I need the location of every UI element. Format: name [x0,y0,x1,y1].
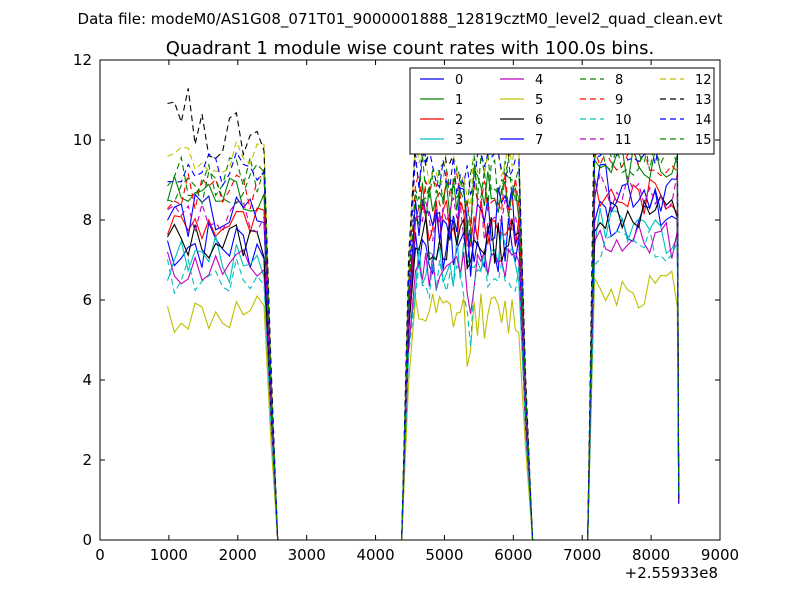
x-tick-label: 0 [95,546,105,564]
x-offset-label: +2.55933e8 [625,564,718,582]
legend-label-12: 12 [695,73,712,88]
y-tick-label: 2 [82,451,92,469]
x-tick-label: 7000 [563,546,601,564]
y-tick-label: 6 [82,291,92,309]
series-line-0 [166,190,680,541]
series-line-11 [167,171,680,541]
series-line-14 [167,126,680,541]
legend-label-13: 13 [695,93,712,108]
data-file-label: Data file: modeM0/AS1G08_071T01_90000018… [78,10,723,29]
x-tick-label: 9000 [701,546,739,564]
series-line-12 [167,112,680,541]
y-tick-label: 10 [73,131,92,149]
legend-box [409,67,715,155]
legend-label-11: 11 [615,133,632,148]
x-tick-label: 1000 [150,546,188,564]
legend-label-0: 0 [455,73,463,88]
legend-label-1: 1 [455,93,463,108]
x-axis: 0 1000 2000 3000 4000 5000 6000 7000 8000 9000 [95,60,739,564]
legend-label-3: 3 [455,133,463,148]
legend-label-7: 7 [535,133,543,148]
x-tick-label: 2000 [219,546,257,564]
x-tick-label: 4000 [356,546,394,564]
y-tick-label: 0 [82,531,92,549]
series-line-15 [167,137,680,541]
series-line-6 [167,194,680,541]
series-line-5 [166,270,680,541]
legend-label-8: 8 [615,73,623,88]
x-tick-label: 6000 [494,546,532,564]
series-line-10 [166,228,680,541]
y-tick-label: 8 [82,211,92,229]
x-tick-label: 3000 [288,546,326,564]
legend-label-4: 4 [535,73,543,88]
series-line-7 [167,163,680,541]
legend-label-9: 9 [615,93,623,108]
legend-label-2: 2 [455,113,463,128]
x-tick-label: 8000 [632,546,670,564]
legend-label-5: 5 [535,93,543,108]
chart-title: Quadrant 1 module wise count rates with … [166,38,655,59]
legend-label-14: 14 [695,113,712,128]
legend-label-6: 6 [535,113,543,128]
y-tick-label: 4 [82,371,92,389]
series-line-4 [166,221,680,541]
y-tick-label: 12 [73,51,92,69]
legend-label-10: 10 [615,113,632,128]
series-line-9 [167,149,680,541]
legend-label-15: 15 [695,133,712,148]
series-line-3 [166,208,680,541]
x-tick-label: 5000 [425,546,463,564]
